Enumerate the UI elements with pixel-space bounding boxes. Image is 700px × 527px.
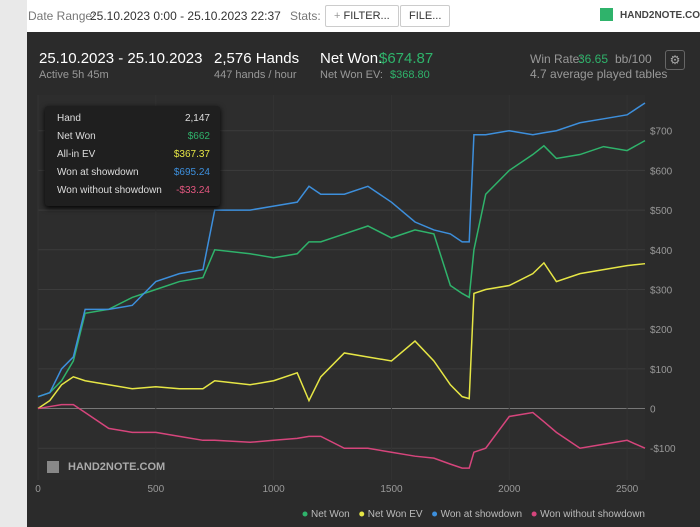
y-tick-label: $400 [650, 246, 673, 257]
series-line [37, 139, 646, 398]
y-tick-label: $700 [650, 127, 673, 138]
legend-label: Net Won [311, 509, 350, 520]
tooltip-value: $367.37 [173, 149, 210, 160]
wr-label: Win Rate: [530, 52, 583, 66]
tooltip-label: Hand [57, 113, 81, 124]
y-tick-label: $200 [650, 325, 673, 336]
range: 25.10.2023 - 25.10.2023 [39, 50, 203, 67]
legend-marker [359, 511, 365, 517]
tooltip-value: $662 [187, 131, 210, 142]
logo-icon [600, 8, 613, 21]
net-value: $674.87 [379, 50, 434, 67]
file-button[interactable]: FILE... [400, 5, 451, 27]
tooltip-value: 2,147 [184, 113, 210, 124]
legend-label: Won without showdown [540, 509, 645, 520]
x-tick-label: 2000 [498, 484, 521, 495]
hands: 2,576 Hands [214, 50, 300, 67]
series-line [37, 403, 646, 469]
sidebar [0, 0, 27, 527]
x-tick-label: 1500 [380, 484, 403, 495]
y-tick-label: $300 [650, 285, 673, 296]
x-tick-label: 2500 [616, 484, 639, 495]
ev-value: $368.80 [390, 69, 430, 81]
series-line [37, 261, 646, 410]
y-tick-label: 0 [650, 405, 656, 416]
legend-label: Won at showdown [441, 509, 523, 520]
y-tick-label: $500 [650, 206, 673, 217]
tooltip: Hand 2,147 Net Won $662 All-in EV $367.37 Won … [45, 106, 220, 206]
date-range[interactable]: 25.10.2023 0:00 - 25.10.2023 22:37 [90, 9, 281, 23]
tables: 4.7 average played tables [530, 67, 668, 81]
tooltip-label: Won at showdown [57, 167, 139, 178]
active: Active 5h 45m [39, 69, 109, 81]
x-tick-label: 0 [35, 484, 41, 495]
y-tick-label: $600 [650, 166, 673, 177]
legend-marker [432, 511, 438, 517]
label: Date Range: [28, 9, 96, 23]
ev-label: Net Won EV: [320, 69, 383, 81]
tooltip-label: All-in EV [57, 149, 96, 160]
legend-label: Net Won EV [368, 509, 423, 520]
series-line [37, 102, 646, 398]
logo: HAND2NOTE.COM [620, 10, 700, 21]
x-tick-label: 500 [147, 484, 164, 495]
tooltip-value: $695.24 [173, 167, 210, 178]
tooltip-value: -$33.24 [176, 185, 210, 196]
legend-marker [531, 511, 537, 517]
tooltip-label: Won without showdown [57, 185, 162, 196]
y-tick-label: -$100 [650, 444, 676, 455]
watermark-icon [47, 461, 59, 473]
wr-value: 36.65 [578, 52, 609, 66]
y-tick-label: $100 [650, 365, 673, 376]
rate: 447 hands / hour [214, 69, 297, 81]
settings-button[interactable]: ⚙ [665, 50, 685, 70]
x-tick-label: 1000 [263, 484, 286, 495]
filter-button[interactable]: + FILTER... [325, 5, 399, 27]
wr-unit: bb/100 [615, 52, 652, 66]
legend-marker [302, 511, 308, 517]
net-label: Net Won: [320, 50, 383, 67]
button-text: FILTER... [343, 10, 390, 22]
label: Stats: [290, 9, 321, 23]
watermark: HAND2NOTE.COM [68, 461, 165, 473]
tooltip-label: Net Won [57, 131, 96, 142]
